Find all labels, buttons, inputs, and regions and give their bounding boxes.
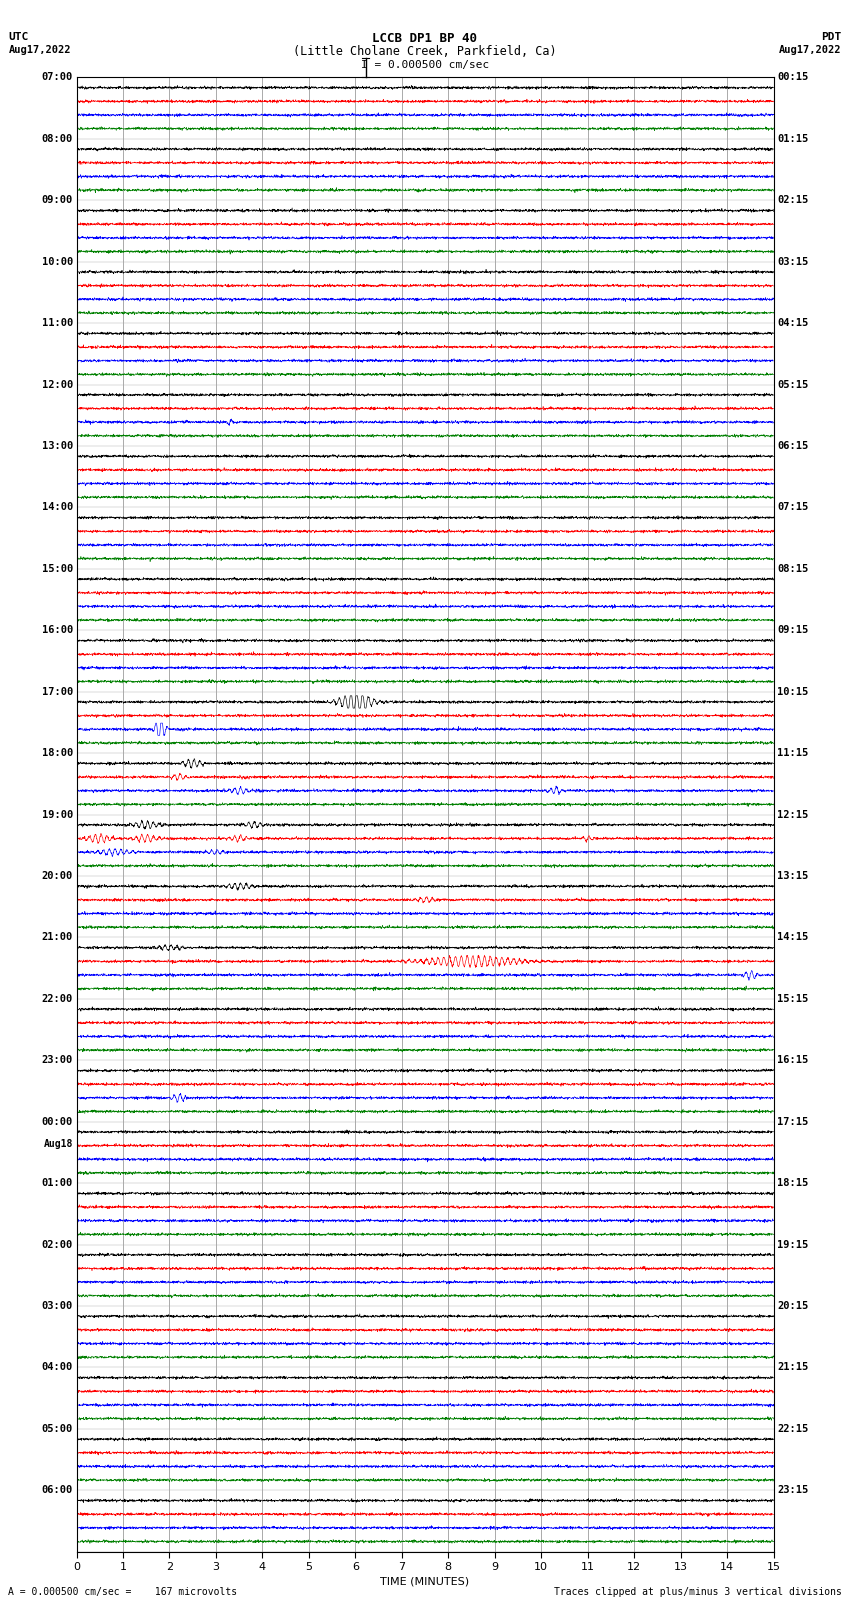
Text: 18:00: 18:00	[42, 748, 73, 758]
Text: 22:15: 22:15	[777, 1424, 808, 1434]
Text: Traces clipped at plus/minus 3 vertical divisions: Traces clipped at plus/minus 3 vertical …	[553, 1587, 842, 1597]
Text: 21:15: 21:15	[777, 1363, 808, 1373]
Text: 23:00: 23:00	[42, 1055, 73, 1065]
Text: 08:15: 08:15	[777, 565, 808, 574]
Text: 06:00: 06:00	[42, 1486, 73, 1495]
Text: 01:15: 01:15	[777, 134, 808, 144]
Text: I = 0.000500 cm/sec: I = 0.000500 cm/sec	[361, 60, 489, 69]
Text: 03:00: 03:00	[42, 1302, 73, 1311]
Text: 18:15: 18:15	[777, 1177, 808, 1189]
Text: 10:00: 10:00	[42, 256, 73, 266]
Text: Aug18: Aug18	[43, 1139, 73, 1150]
Text: 02:00: 02:00	[42, 1239, 73, 1250]
Text: 04:15: 04:15	[777, 318, 808, 327]
X-axis label: TIME (MINUTES): TIME (MINUTES)	[381, 1576, 469, 1586]
Text: LCCB DP1 BP 40: LCCB DP1 BP 40	[372, 32, 478, 45]
Text: 11:15: 11:15	[777, 748, 808, 758]
Text: Aug17,2022: Aug17,2022	[779, 45, 842, 55]
Text: 05:00: 05:00	[42, 1424, 73, 1434]
Text: 12:15: 12:15	[777, 810, 808, 819]
Text: 01:00: 01:00	[42, 1177, 73, 1189]
Text: 13:15: 13:15	[777, 871, 808, 881]
Text: 16:15: 16:15	[777, 1055, 808, 1065]
Text: 00:00: 00:00	[42, 1116, 73, 1127]
Text: 20:15: 20:15	[777, 1302, 808, 1311]
Text: A = 0.000500 cm/sec =    167 microvolts: A = 0.000500 cm/sec = 167 microvolts	[8, 1587, 238, 1597]
Text: 17:15: 17:15	[777, 1116, 808, 1127]
Text: 04:00: 04:00	[42, 1363, 73, 1373]
Text: 12:00: 12:00	[42, 379, 73, 390]
Text: PDT: PDT	[821, 32, 842, 42]
Text: 23:15: 23:15	[777, 1486, 808, 1495]
Text: 09:00: 09:00	[42, 195, 73, 205]
Text: 17:00: 17:00	[42, 687, 73, 697]
Text: 19:15: 19:15	[777, 1239, 808, 1250]
Text: 10:15: 10:15	[777, 687, 808, 697]
Text: 14:15: 14:15	[777, 932, 808, 942]
Text: 07:15: 07:15	[777, 502, 808, 513]
Text: 11:00: 11:00	[42, 318, 73, 327]
Text: 20:00: 20:00	[42, 871, 73, 881]
Text: 13:00: 13:00	[42, 440, 73, 452]
Text: 06:15: 06:15	[777, 440, 808, 452]
Text: 15:15: 15:15	[777, 994, 808, 1003]
Text: 21:00: 21:00	[42, 932, 73, 942]
Text: 14:00: 14:00	[42, 502, 73, 513]
Text: 03:15: 03:15	[777, 256, 808, 266]
Text: 05:15: 05:15	[777, 379, 808, 390]
Text: Aug17,2022: Aug17,2022	[8, 45, 71, 55]
Text: 07:00: 07:00	[42, 73, 73, 82]
Text: 15:00: 15:00	[42, 565, 73, 574]
Text: 02:15: 02:15	[777, 195, 808, 205]
Text: 08:00: 08:00	[42, 134, 73, 144]
Text: 16:00: 16:00	[42, 626, 73, 636]
Text: (Little Cholane Creek, Parkfield, Ca): (Little Cholane Creek, Parkfield, Ca)	[293, 45, 557, 58]
Text: 09:15: 09:15	[777, 626, 808, 636]
Text: UTC: UTC	[8, 32, 29, 42]
Text: 19:00: 19:00	[42, 810, 73, 819]
Text: 00:15: 00:15	[777, 73, 808, 82]
Text: 22:00: 22:00	[42, 994, 73, 1003]
